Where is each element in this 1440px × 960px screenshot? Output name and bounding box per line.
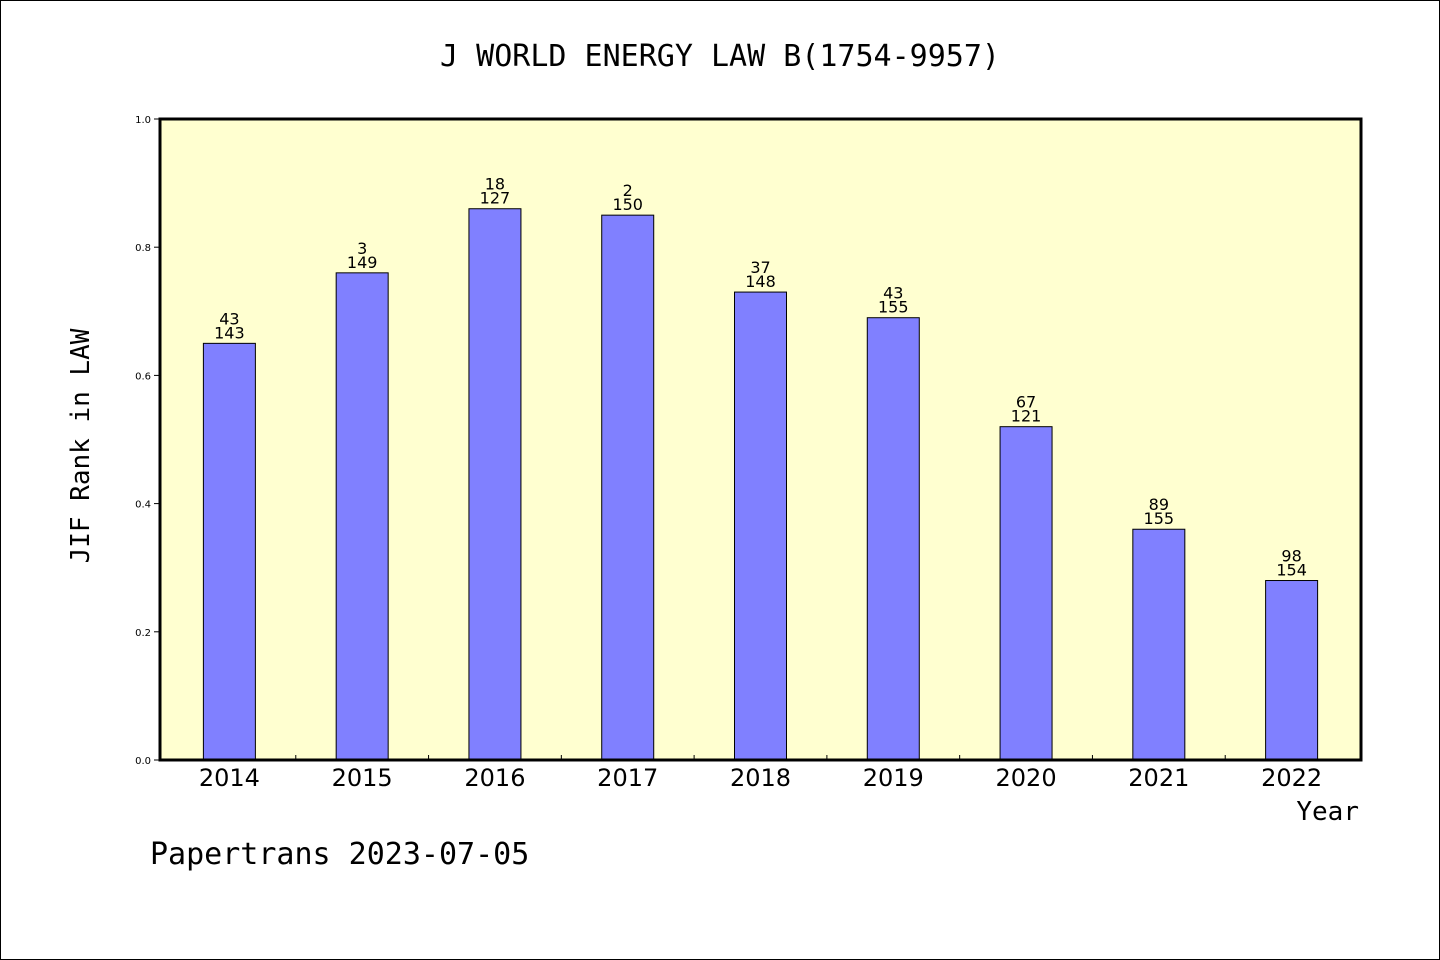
x-tick-label: 2015 <box>332 764 393 792</box>
data-label-rank: 43 <box>219 309 239 328</box>
data-label-total: 150 <box>612 195 643 214</box>
plot-border <box>158 117 1363 762</box>
bar <box>335 272 389 761</box>
x-tick-label: 2018 <box>730 764 791 792</box>
chart-title: J WORLD ENERGY LAW B(1754-9957) <box>440 39 1000 74</box>
data-label-rank: 18 <box>485 175 505 194</box>
data-label-total: 149 <box>347 253 378 272</box>
x-axis: 2014 2015 2016 2017 2018 2019 2020 2021 2022 <box>199 755 1322 792</box>
bar <box>999 426 1053 761</box>
data-label-rank: 67 <box>1016 393 1036 412</box>
data-label-rank: 43 <box>883 284 903 303</box>
y-tick-label: 0.4 <box>135 500 151 511</box>
data-label-rank: 37 <box>750 258 770 277</box>
data-label-total: 148 <box>745 272 776 291</box>
bar <box>601 214 655 761</box>
data-label-rank: 2 <box>623 181 633 200</box>
data-label-rank: 98 <box>1281 547 1301 566</box>
x-tick-label: 2020 <box>996 764 1057 792</box>
bar <box>866 317 920 761</box>
bar <box>202 342 256 761</box>
footer-text: Papertrans 2023-07-05 <box>150 837 529 872</box>
x-tick-label: 2014 <box>199 764 260 792</box>
data-label-total: 121 <box>1011 407 1042 426</box>
x-tick-label: 2022 <box>1261 764 1322 792</box>
x-tick-label: 2017 <box>597 764 658 792</box>
bar <box>734 291 787 761</box>
bar <box>1132 528 1186 761</box>
data-labels-layer: 1434314931271815021483715543121671558915… <box>214 175 1307 580</box>
data-label-total: 155 <box>878 298 909 317</box>
bars-layer <box>202 208 1319 761</box>
bar <box>468 208 522 761</box>
data-label-rank: 89 <box>1149 495 1169 514</box>
data-label-total: 155 <box>1144 509 1175 528</box>
x-axis-title: Year <box>1296 797 1359 827</box>
y-tick-label: 0.2 <box>135 628 151 639</box>
x-tick-label: 2021 <box>1128 764 1189 792</box>
data-label-total: 143 <box>214 323 245 342</box>
data-label-total: 154 <box>1276 561 1307 580</box>
data-label-rank: 3 <box>357 239 367 258</box>
y-tick-label: 0.6 <box>135 371 151 382</box>
data-label-total: 127 <box>480 189 511 208</box>
y-axis: 0.0 0.2 0.4 0.6 0.8 1.0 <box>135 115 160 767</box>
y-axis-title: JIF Rank in LAW <box>66 328 96 563</box>
bar <box>1265 580 1319 761</box>
y-tick-label: 0.8 <box>135 243 151 254</box>
y-tick-label: 0.0 <box>135 756 151 767</box>
x-tick-label: 2019 <box>863 764 924 792</box>
y-tick-label: 1.0 <box>135 115 151 126</box>
x-tick-label: 2016 <box>464 764 525 792</box>
